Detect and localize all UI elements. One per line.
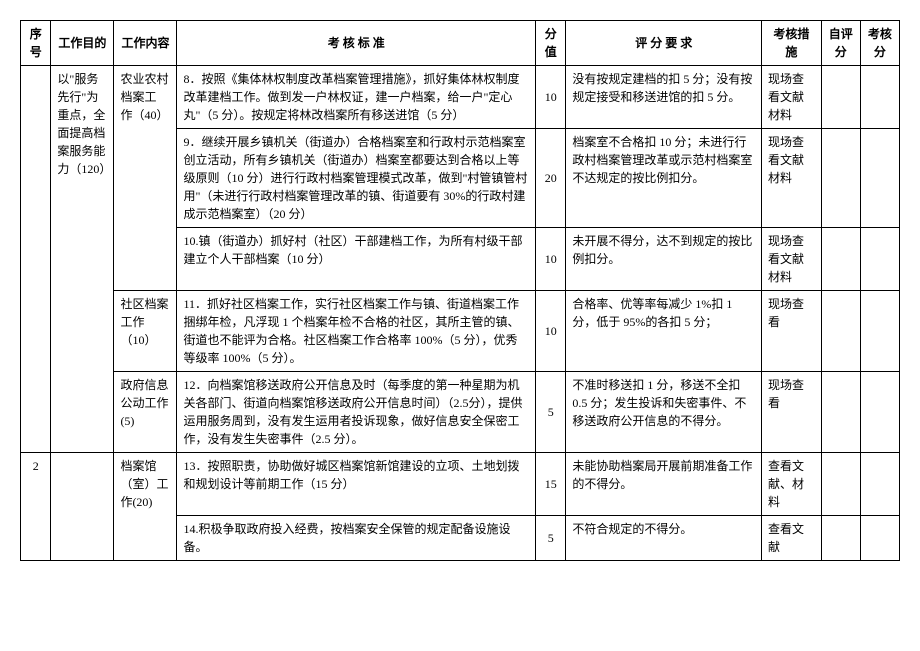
cell-self (821, 516, 860, 561)
header-req: 评 分 要 求 (566, 21, 762, 66)
cell-score: 10 (536, 66, 566, 129)
table-row: 政府信息公动工作(5) 12．向档案馆移送政府公开信息及时（每季度的第一种星期为… (21, 372, 900, 453)
cell-content: 农业农村档案工 作（40） (114, 66, 177, 291)
cell-req: 不准时移送扣 1 分，移送不全扣 0.5 分；发生投诉和失密事件、不移送政府公开… (566, 372, 762, 453)
cell-audit (860, 291, 899, 372)
cell-score: 10 (536, 291, 566, 372)
header-content: 工作内容 (114, 21, 177, 66)
cell-audit (860, 453, 899, 516)
cell-score: 5 (536, 372, 566, 453)
cell-audit (860, 516, 899, 561)
table-row: 社区档案工作（10） 11．抓好社区档案工作，实行社区档案工作与镇、街道档案工作… (21, 291, 900, 372)
cell-audit (860, 372, 899, 453)
cell-measure: 现场查看文献材料 (761, 129, 821, 228)
cell-measure: 现场查看 (761, 291, 821, 372)
cell-score: 5 (536, 516, 566, 561)
cell-standard: 13．按照职责，协助做好城区档案馆新馆建设的立项、土地划拨和规划设计等前期工作（… (177, 453, 536, 516)
cell-self (821, 291, 860, 372)
cell-req: 档案室不合格扣 10 分；未进行行政村档案管理改革或示范村档案室不达规定的按比例… (566, 129, 762, 228)
cell-self (821, 228, 860, 291)
cell-req: 未开展不得分，达不到规定的按比例扣分。 (566, 228, 762, 291)
cell-req: 未能协助档案局开展前期准备工作的不得分。 (566, 453, 762, 516)
cell-score: 20 (536, 129, 566, 228)
cell-obj: 以"服务先行"为重点，全面提高档案服务能力（120） (51, 66, 114, 453)
cell-content: 政府信息公动工作(5) (114, 372, 177, 453)
cell-standard: 11．抓好社区档案工作，实行社区档案工作与镇、街道档案工作捆绑年检，凡浮现 1 … (177, 291, 536, 372)
header-standard: 考 核 标 准 (177, 21, 536, 66)
cell-score: 10 (536, 228, 566, 291)
header-obj: 工作目的 (51, 21, 114, 66)
table-row: 以"服务先行"为重点，全面提高档案服务能力（120） 农业农村档案工 作（40）… (21, 66, 900, 129)
cell-standard: 8．按照《集体林权制度改革档案管理措施》，抓好集体林权制度改革建档工作。做到发一… (177, 66, 536, 129)
cell-standard: 9．继续开展乡镇机关（街道办）合格档案室和行政村示范档案室创立活动，所有乡镇机关… (177, 129, 536, 228)
cell-audit (860, 66, 899, 129)
header-score: 分值 (536, 21, 566, 66)
header-audit: 考核分 (860, 21, 899, 66)
cell-self (821, 453, 860, 516)
cell-measure: 现场查看 (761, 372, 821, 453)
assessment-table: 序号 工作目的 工作内容 考 核 标 准 分值 评 分 要 求 考核措施 自评分… (20, 20, 900, 561)
cell-score: 15 (536, 453, 566, 516)
cell-self (821, 129, 860, 228)
cell-measure: 查看文献 (761, 516, 821, 561)
cell-req: 不符合规定的不得分。 (566, 516, 762, 561)
cell-standard: 14.积极争取政府投入经费，按档案安全保管的规定配备设施设备。 (177, 516, 536, 561)
cell-seq: 2 (21, 453, 51, 561)
cell-req: 合格率、优等率每减少 1%扣 1 分，低于 95%的各扣 5 分； (566, 291, 762, 372)
cell-self (821, 372, 860, 453)
header-row: 序号 工作目的 工作内容 考 核 标 准 分值 评 分 要 求 考核措施 自评分… (21, 21, 900, 66)
cell-seq (21, 66, 51, 453)
table-row: 2 档案馆（室）工作(20) 13．按照职责，协助做好城区档案馆新馆建设的立项、… (21, 453, 900, 516)
header-self: 自评分 (821, 21, 860, 66)
cell-obj (51, 453, 114, 561)
cell-measure: 现场查看文献材料 (761, 228, 821, 291)
cell-audit (860, 129, 899, 228)
header-seq: 序号 (21, 21, 51, 66)
cell-content: 社区档案工作（10） (114, 291, 177, 372)
cell-measure: 现场查看文献材料 (761, 66, 821, 129)
cell-audit (860, 228, 899, 291)
cell-standard: 10.镇（街道办）抓好村（社区）干部建档工作，为所有村级干部建立个人干部档案（1… (177, 228, 536, 291)
cell-content: 档案馆（室）工作(20) (114, 453, 177, 561)
header-measure: 考核措施 (761, 21, 821, 66)
cell-measure: 查看文献、材料 (761, 453, 821, 516)
cell-self (821, 66, 860, 129)
cell-req: 没有按规定建档的扣 5 分；没有按规定接受和移送进馆的扣 5 分。 (566, 66, 762, 129)
cell-standard: 12．向档案馆移送政府公开信息及时（每季度的第一种星期为机关各部门、街道向档案馆… (177, 372, 536, 453)
